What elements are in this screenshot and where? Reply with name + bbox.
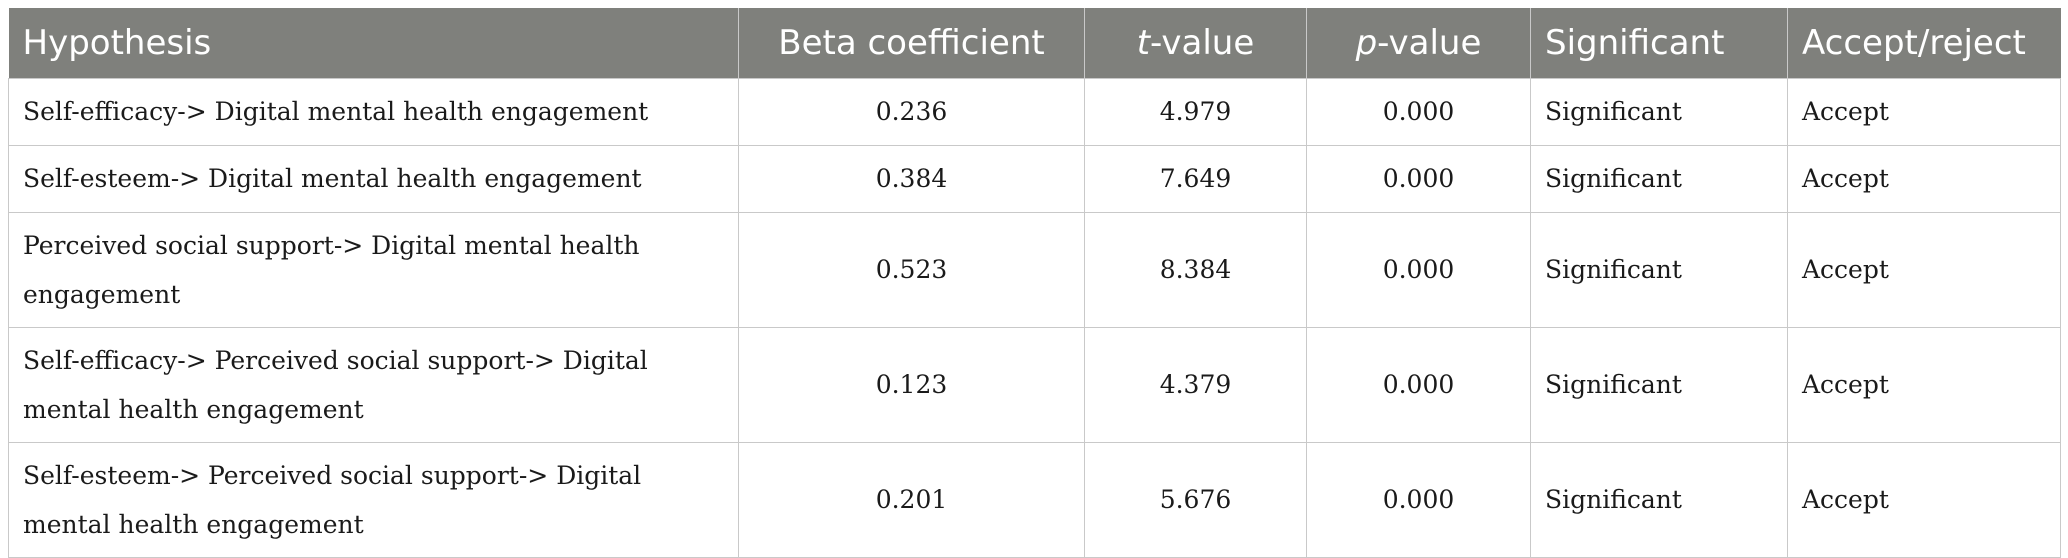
cell-decision: Accept bbox=[1787, 77, 2061, 146]
cell-t-value: 5.676 bbox=[1084, 441, 1307, 558]
header-hypothesis: Hypothesis bbox=[22, 22, 212, 63]
cell-p-value: 0.000 bbox=[1306, 144, 1531, 213]
cell-t-value: 4.379 bbox=[1084, 326, 1307, 443]
cell-p-value: 0.000 bbox=[1306, 326, 1531, 443]
cell-beta: 0.201 bbox=[738, 441, 1085, 558]
table-header: Hypothesis Beta coefficient t-value p-va… bbox=[8, 8, 2061, 78]
cell-p-value: 0.000 bbox=[1306, 77, 1531, 146]
header-p-value: p-value bbox=[1306, 8, 1531, 78]
table-body: Self-efficacy-> Digital mental health en… bbox=[8, 77, 2061, 558]
cell-decision: Accept bbox=[1787, 144, 2061, 213]
cell-t-value: 7.649 bbox=[1084, 144, 1307, 213]
cell-p-value: 0.000 bbox=[1306, 211, 1531, 328]
cell-decision: Accept bbox=[1787, 441, 2061, 558]
table-row: Self-esteem-> Digital mental health enga… bbox=[8, 144, 2061, 213]
table-row: Perceived social support-> Digital menta… bbox=[8, 211, 2061, 328]
header-accept-reject: Accept/reject bbox=[1787, 8, 2061, 78]
header-t-suffix: -value bbox=[1150, 22, 1255, 63]
header-significant: Significant bbox=[1530, 8, 1788, 78]
cell-hypothesis: Self-efficacy-> Digital mental health en… bbox=[8, 77, 739, 146]
header-p-suffix: -value bbox=[1377, 22, 1482, 63]
header-t-symbol: t bbox=[1136, 22, 1151, 63]
cell-hypothesis: Self-efficacy-> Perceived social support… bbox=[8, 326, 739, 443]
header-p-symbol: p bbox=[1355, 22, 1378, 63]
cell-hypothesis: Self-esteem-> Perceived social support->… bbox=[8, 441, 739, 558]
header-beta-coefficient: Beta coefficient bbox=[738, 8, 1085, 78]
cell-beta: 0.236 bbox=[738, 77, 1085, 146]
cell-significant: Significant bbox=[1530, 211, 1788, 328]
cell-t-value: 8.384 bbox=[1084, 211, 1307, 328]
header-t-value: t-value bbox=[1084, 8, 1307, 78]
cell-t-value: 4.979 bbox=[1084, 77, 1307, 146]
cell-beta: 0.523 bbox=[738, 211, 1085, 328]
table-row: Self-efficacy-> Perceived social support… bbox=[8, 326, 2061, 443]
cell-beta: 0.384 bbox=[738, 144, 1085, 213]
table-row: Self-efficacy-> Digital mental health en… bbox=[8, 77, 2061, 146]
cell-significant: Significant bbox=[1530, 144, 1788, 213]
cell-significant: Significant bbox=[1530, 77, 1788, 146]
cell-significant: Significant bbox=[1530, 326, 1788, 443]
cell-hypothesis: Self-esteem-> Digital mental health enga… bbox=[8, 144, 739, 213]
cell-p-value: 0.000 bbox=[1306, 441, 1531, 558]
hypothesis-results-table: Hypothesis Beta coefficient t-value p-va… bbox=[8, 8, 2061, 558]
cell-hypothesis: Perceived social support-> Digital menta… bbox=[8, 211, 739, 328]
cell-decision: Accept bbox=[1787, 326, 2061, 443]
cell-beta: 0.123 bbox=[738, 326, 1085, 443]
cell-decision: Accept bbox=[1787, 211, 2061, 328]
header-row: Hypothesis Beta coefficient t-value p-va… bbox=[8, 8, 2061, 78]
cell-significant: Significant bbox=[1530, 441, 1788, 558]
table-row: Self-esteem-> Perceived social support->… bbox=[8, 441, 2061, 558]
